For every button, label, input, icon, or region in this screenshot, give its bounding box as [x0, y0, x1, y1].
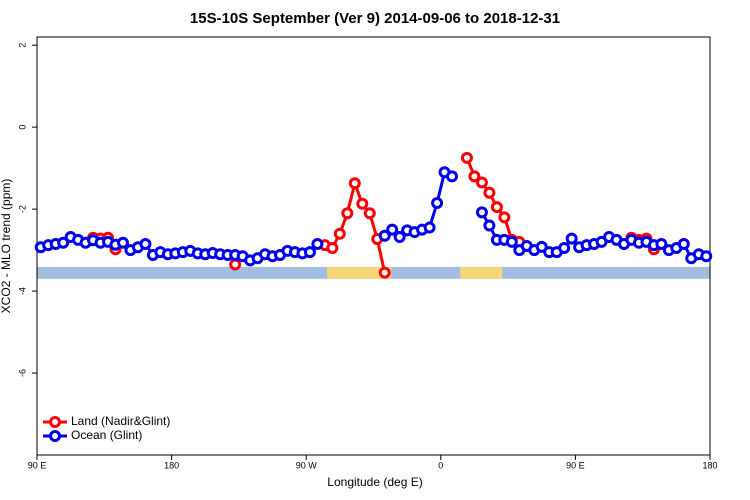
point [475, 176, 488, 189]
point [460, 151, 473, 164]
point [468, 170, 481, 183]
point [333, 227, 346, 240]
point [677, 237, 690, 250]
x-tick-label: 90 E [28, 460, 47, 470]
y-tick-label: 2 [17, 43, 27, 48]
point [655, 237, 668, 250]
point [423, 221, 436, 234]
point [498, 211, 511, 224]
y-tick-label: -2 [17, 205, 27, 213]
legend-label: Land (Nadir&Glint) [71, 414, 170, 428]
point [139, 237, 152, 250]
x-tick-label: 180 [702, 460, 717, 470]
point [446, 170, 459, 183]
point [431, 196, 444, 209]
chart-title: 15S-10S September (Ver 9) 2014-09-06 to … [190, 10, 560, 27]
y-tick-label: -4 [17, 287, 27, 295]
point [483, 219, 496, 232]
point [303, 246, 316, 259]
series-line [324, 178, 387, 273]
y-tick-label: -6 [17, 369, 27, 377]
legend-label: Ocean (Glint) [71, 428, 142, 442]
point [378, 229, 391, 242]
point [565, 232, 578, 245]
point [378, 266, 391, 279]
x-tick-label: 90 W [296, 460, 318, 470]
land-band [327, 266, 392, 279]
point [229, 258, 242, 271]
land-band [460, 266, 503, 279]
point [700, 250, 713, 263]
x-tick-label: 90 E [566, 460, 585, 470]
point [393, 230, 406, 243]
y-tick-label: 0 [17, 125, 27, 130]
legend-marker [49, 416, 61, 428]
x-tick-label: 0 [438, 460, 443, 470]
y-axis-label: XCO2 - MLO trend (ppm) [0, 179, 13, 314]
point [558, 242, 571, 255]
series [34, 166, 713, 267]
point [326, 242, 339, 255]
point [311, 237, 324, 250]
point [505, 235, 518, 248]
x-tick-label: 180 [164, 460, 179, 470]
point [57, 236, 70, 249]
legend-marker [49, 430, 61, 442]
x-axis-label: Longitude (deg E) [327, 475, 422, 489]
point [116, 236, 129, 249]
point [363, 207, 376, 220]
point [475, 206, 488, 219]
point [341, 207, 354, 220]
point [483, 186, 496, 199]
point [356, 197, 369, 210]
point [348, 177, 361, 190]
point [535, 240, 548, 253]
point [490, 201, 503, 214]
point [386, 223, 399, 236]
